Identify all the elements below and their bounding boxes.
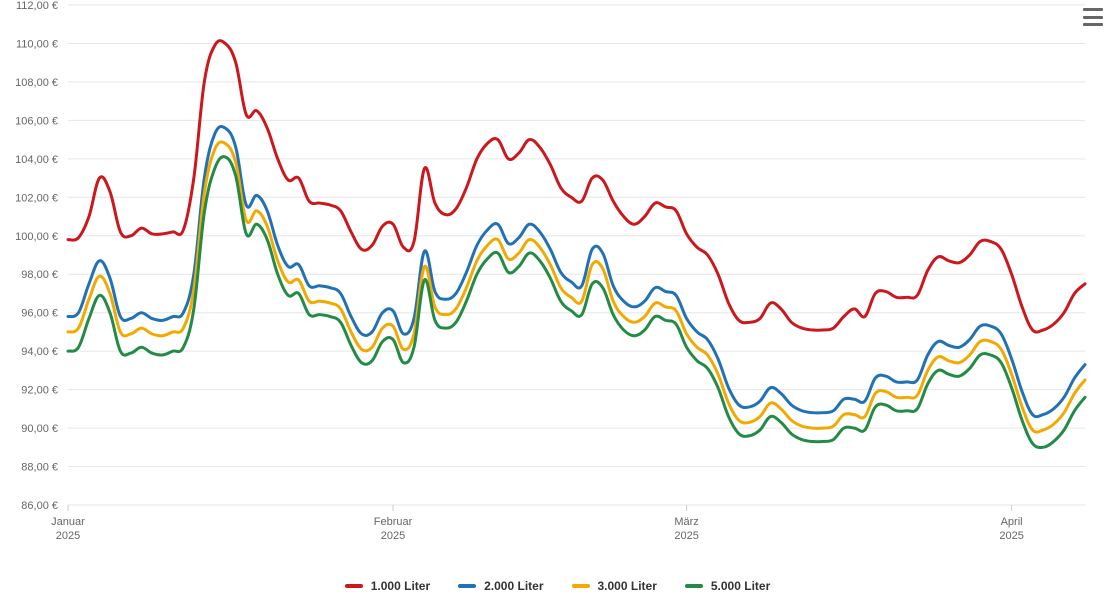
legend-swatch: [685, 584, 703, 588]
legend-swatch: [458, 584, 476, 588]
legend-swatch: [345, 584, 363, 588]
y-tick-label: 86,00 €: [21, 500, 58, 512]
y-tick-label: 94,00 €: [21, 346, 58, 358]
legend-item[interactable]: 1.000 Liter: [345, 579, 430, 593]
y-tick-label: 88,00 €: [21, 462, 58, 474]
x-tick-label: Februar: [374, 516, 413, 528]
price-chart: 86,00 € 88,00 € 90,00 € 92,00 € 94,00 € 96,00…: [0, 0, 1115, 608]
y-tick-label: 112,00 €: [16, 0, 58, 12]
chart-legend: 1.000 Liter 2.000 Liter 3.000 Liter 5.000 L…: [0, 575, 1115, 593]
x-tick-label: Januar: [51, 516, 85, 528]
x-tick-sublabel: 2025: [381, 530, 405, 542]
y-tick-label: 96,00 €: [21, 308, 58, 320]
legend-swatch: [572, 584, 590, 588]
legend-label: 5.000 Liter: [711, 579, 770, 593]
chart-canvas: 86,00 € 88,00 € 90,00 € 92,00 € 94,00 € 96,00…: [0, 0, 1115, 608]
hamburger-menu-icon[interactable]: [1083, 8, 1103, 26]
legend-label: 3.000 Liter: [598, 579, 657, 593]
x-tick-sublabel: 2025: [56, 530, 80, 542]
legend-label: 1.000 Liter: [371, 579, 430, 593]
y-tick-label: 104,00 €: [15, 154, 58, 166]
y-tick-label: 102,00 €: [15, 192, 58, 204]
y-tick-label: 98,00 €: [21, 269, 58, 281]
y-tick-label: 92,00 €: [21, 385, 58, 397]
legend-item[interactable]: 5.000 Liter: [685, 579, 770, 593]
legend-label: 2.000 Liter: [484, 579, 543, 593]
y-tick-label: 110,00 €: [16, 38, 58, 50]
y-tick-label: 100,00 €: [15, 231, 58, 243]
y-tick-label: 108,00 €: [15, 77, 58, 89]
x-tick-label: März: [674, 516, 698, 528]
x-tick-sublabel: 2025: [674, 530, 698, 542]
y-tick-label: 106,00 €: [15, 115, 58, 127]
x-tick-sublabel: 2025: [999, 530, 1023, 542]
legend-item[interactable]: 3.000 Liter: [572, 579, 657, 593]
y-tick-label: 90,00 €: [21, 423, 58, 435]
series-line: [68, 126, 1085, 416]
legend-item[interactable]: 2.000 Liter: [458, 579, 543, 593]
x-tick-label: April: [1001, 516, 1023, 528]
